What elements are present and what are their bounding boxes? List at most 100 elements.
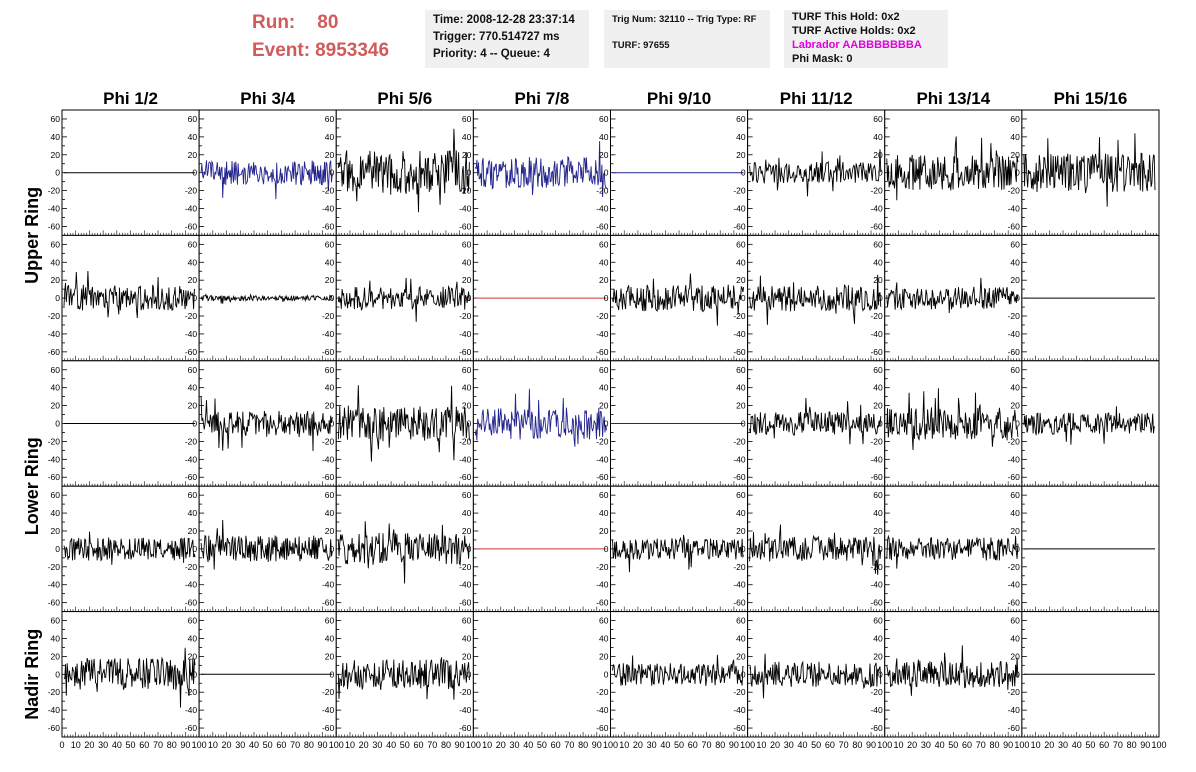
y-tick-label: -40 bbox=[733, 705, 746, 715]
y-tick-label: -60 bbox=[185, 221, 198, 231]
waveform-trace bbox=[886, 277, 1019, 314]
y-tick-label: 0 bbox=[192, 293, 197, 303]
turf-active-holds-text: TURF Active Holds: 0x2 bbox=[792, 25, 916, 37]
y-tick-label: 40 bbox=[188, 633, 198, 643]
y-tick-label: 40 bbox=[736, 257, 746, 267]
y-tick-label: 0 bbox=[330, 168, 335, 178]
y-tick-label: -20 bbox=[1008, 311, 1021, 321]
y-tick-label: -60 bbox=[48, 472, 61, 482]
y-tick-label: 40 bbox=[51, 132, 61, 142]
y-tick-label: -60 bbox=[733, 472, 746, 482]
y-tick-label: 0 bbox=[878, 544, 883, 554]
y-tick-label: 0 bbox=[192, 544, 197, 554]
y-tick-label: -40 bbox=[48, 329, 61, 339]
x-tick-label: 60 bbox=[551, 740, 561, 750]
y-tick-label: -40 bbox=[459, 580, 472, 590]
y-tick-label: 0 bbox=[55, 168, 60, 178]
y-tick-label: 20 bbox=[51, 401, 61, 411]
y-tick-label: -60 bbox=[459, 347, 472, 357]
y-tick-label: 0 bbox=[330, 669, 335, 679]
event-row: Event: 8953346 bbox=[252, 40, 389, 62]
waveform-panel bbox=[472, 611, 611, 738]
y-tick-label: -20 bbox=[459, 436, 472, 446]
x-tick-label: 60 bbox=[414, 740, 424, 750]
y-tick-label: 20 bbox=[1010, 651, 1020, 661]
y-tick-label: 0 bbox=[55, 293, 60, 303]
y-tick-label: 0 bbox=[192, 168, 197, 178]
y-tick-label: 20 bbox=[462, 526, 472, 536]
y-tick-label: 60 bbox=[188, 616, 198, 626]
y-tick-label: 0 bbox=[55, 419, 60, 429]
x-tick-label: 90 bbox=[1140, 740, 1150, 750]
y-tick-label: 20 bbox=[599, 275, 609, 285]
y-tick-label: 0 bbox=[467, 669, 472, 679]
y-tick-label: 40 bbox=[51, 257, 61, 267]
x-tick-label: 100 bbox=[466, 740, 481, 750]
x-tick-label: 70 bbox=[153, 740, 163, 750]
run-event-box: Run: 80 Event: 8953346 bbox=[252, 10, 422, 66]
y-tick-label: 60 bbox=[873, 114, 883, 124]
waveform-trace bbox=[886, 388, 1019, 451]
y-tick-label: 20 bbox=[462, 401, 472, 411]
x-tick-label: 100 bbox=[329, 740, 344, 750]
y-tick-label: 40 bbox=[188, 257, 198, 267]
turf-this-hold-text: TURF This Hold: 0x2 bbox=[792, 11, 900, 23]
y-tick-label: 60 bbox=[736, 365, 746, 375]
y-tick-label: -60 bbox=[322, 221, 335, 231]
x-tick-label: 50 bbox=[400, 740, 410, 750]
y-tick-label: 60 bbox=[51, 365, 61, 375]
y-tick-label: -40 bbox=[596, 329, 609, 339]
y-tick-label: 20 bbox=[873, 150, 883, 160]
waveform-panel bbox=[884, 234, 1023, 362]
x-tick-label: 60 bbox=[962, 740, 972, 750]
y-tick-label: 20 bbox=[188, 150, 198, 160]
x-tick-label: 60 bbox=[1099, 740, 1109, 750]
y-tick-label: -20 bbox=[1008, 687, 1021, 697]
y-tick-label: -20 bbox=[596, 311, 609, 321]
y-tick-label: 0 bbox=[330, 544, 335, 554]
run-value: 80 bbox=[317, 12, 339, 33]
y-tick-label: -60 bbox=[596, 598, 609, 608]
column-header: Phi 5/6 bbox=[377, 89, 432, 108]
y-tick-label: 40 bbox=[1010, 633, 1020, 643]
y-tick-label: 40 bbox=[873, 383, 883, 393]
y-tick-label: 0 bbox=[1015, 168, 1020, 178]
ring-label: Upper Ring bbox=[22, 187, 42, 284]
y-tick-label: -20 bbox=[322, 311, 335, 321]
y-tick-label: 20 bbox=[51, 526, 61, 536]
y-tick-label: 60 bbox=[325, 616, 335, 626]
x-tick-label: 50 bbox=[537, 740, 547, 750]
y-tick-label: 0 bbox=[741, 168, 746, 178]
y-tick-label: 0 bbox=[1015, 419, 1020, 429]
y-tick-label: 0 bbox=[330, 293, 335, 303]
x-tick-label: 20 bbox=[907, 740, 917, 750]
turf-info-panel: TURF This Hold: 0x2 TURF Active Holds: 0… bbox=[784, 10, 948, 68]
y-tick-label: 40 bbox=[188, 132, 198, 142]
y-tick-label: 60 bbox=[325, 114, 335, 124]
y-tick-label: 60 bbox=[1010, 616, 1020, 626]
y-tick-label: -60 bbox=[322, 723, 335, 733]
y-tick-label: 0 bbox=[330, 419, 335, 429]
y-tick-label: 60 bbox=[736, 239, 746, 249]
column-header: Phi 1/2 bbox=[103, 89, 158, 108]
y-tick-label: 20 bbox=[1010, 150, 1020, 160]
x-tick-label: 90 bbox=[866, 740, 876, 750]
y-tick-label: -40 bbox=[185, 329, 198, 339]
y-tick-label: -20 bbox=[870, 186, 883, 196]
y-tick-label: 0 bbox=[467, 293, 472, 303]
ring-label: Nadir Ring bbox=[22, 629, 42, 720]
y-tick-label: 20 bbox=[325, 526, 335, 536]
x-tick-label: 40 bbox=[523, 740, 533, 750]
x-tick-label: 30 bbox=[235, 740, 245, 750]
y-tick-label: -40 bbox=[322, 204, 335, 214]
y-tick-label: 0 bbox=[604, 293, 609, 303]
waveform-trace bbox=[474, 388, 607, 447]
y-tick-label: -40 bbox=[459, 204, 472, 214]
y-tick-label: -40 bbox=[733, 329, 746, 339]
y-tick-label: 60 bbox=[188, 239, 198, 249]
x-tick-label: 80 bbox=[167, 740, 177, 750]
event-label: Event: bbox=[252, 40, 311, 61]
y-tick-label: -40 bbox=[596, 580, 609, 590]
x-tick-label: 80 bbox=[852, 740, 862, 750]
y-tick-label: -40 bbox=[870, 580, 883, 590]
